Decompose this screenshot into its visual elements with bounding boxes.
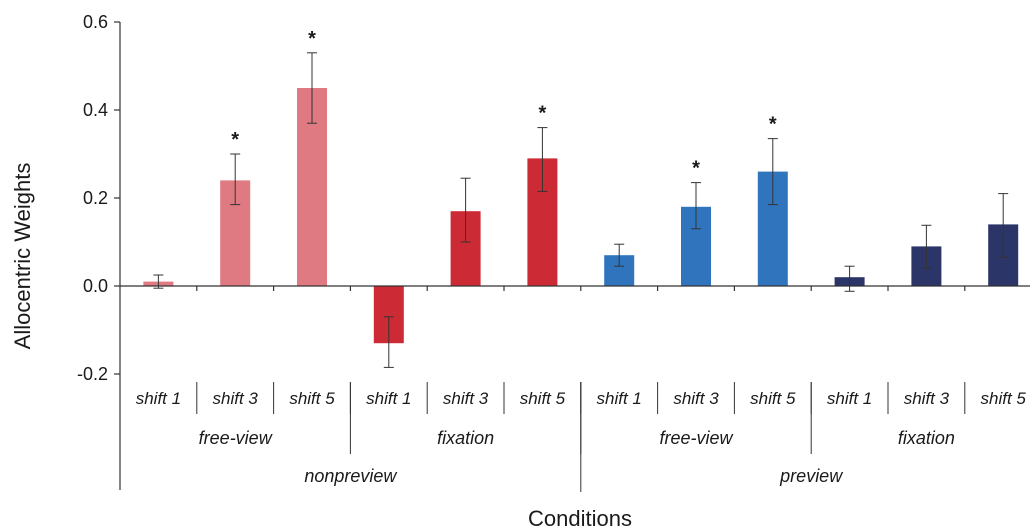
significance-marker: *: [769, 114, 777, 136]
x-axis-title: Conditions: [528, 506, 632, 531]
category-label: shift 3: [443, 389, 489, 408]
significance-marker: *: [539, 103, 547, 125]
y-tick-label: 0.2: [83, 188, 108, 208]
y-axis-title: Allocentric Weights: [10, 163, 35, 350]
category-label: shift 5: [981, 389, 1027, 408]
significance-marker: *: [231, 129, 239, 151]
subgroup-label: fixation: [898, 428, 955, 448]
category-label: shift 3: [213, 389, 259, 408]
category-label: shift 5: [289, 389, 335, 408]
x-axis: shift 1 shift 3 shift 5 shift 1 shift 3 shift…: [120, 285, 1030, 492]
significance-marker: *: [308, 28, 316, 50]
y-tick-label: -0.2: [77, 364, 108, 384]
y-tick-label: 0.4: [83, 100, 108, 120]
subgroup-label: fixation: [437, 428, 494, 448]
subgroup-label: free-view: [659, 428, 733, 448]
category-label: shift 1: [136, 389, 181, 408]
bars: * * * * *: [143, 28, 1019, 368]
category-label: shift 1: [827, 389, 872, 408]
y-tick-label: 0.0: [83, 276, 108, 296]
category-label: shift 3: [904, 389, 950, 408]
group-label: preview: [779, 466, 843, 486]
category-label: shift 1: [366, 389, 411, 408]
group-label: nonpreview: [304, 466, 397, 486]
y-tick-label: 0.6: [83, 12, 108, 32]
category-label: shift 3: [673, 389, 719, 408]
category-label: shift 5: [520, 389, 566, 408]
category-label: shift 1: [597, 389, 642, 408]
subgroup-label: free-view: [199, 428, 273, 448]
category-label: shift 5: [750, 389, 796, 408]
y-axis: 0.6 0.4 0.2 0.0 -0.2: [77, 12, 121, 490]
significance-marker: *: [692, 158, 700, 180]
